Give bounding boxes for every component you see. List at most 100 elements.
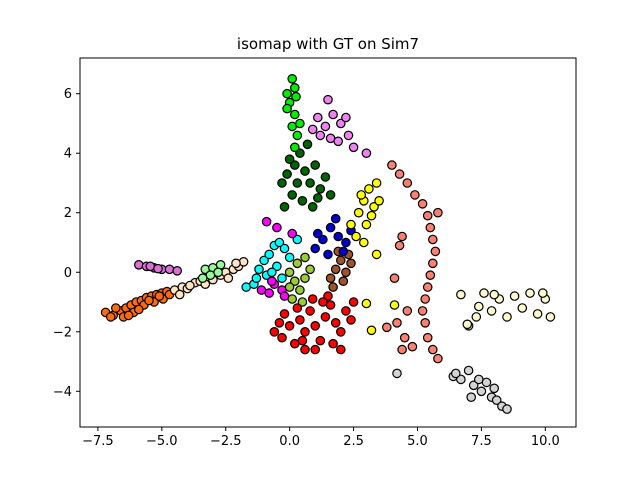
data-point bbox=[315, 335, 326, 346]
series-7 bbox=[269, 291, 359, 355]
data-point bbox=[325, 190, 336, 200]
data-point bbox=[272, 222, 282, 233]
data-point bbox=[417, 199, 428, 209]
data-point bbox=[420, 317, 430, 328]
data-point bbox=[105, 312, 116, 322]
data-point bbox=[312, 112, 323, 123]
data-point bbox=[213, 267, 223, 278]
data-point bbox=[174, 289, 185, 300]
data-point bbox=[502, 312, 512, 322]
data-point bbox=[307, 294, 318, 304]
data-point bbox=[284, 282, 295, 292]
data-point bbox=[279, 309, 290, 319]
data-point bbox=[279, 243, 290, 254]
data-point bbox=[274, 237, 285, 248]
data-point bbox=[197, 273, 208, 283]
y-axis: −4 −2 0 2 4 6 bbox=[53, 87, 80, 400]
data-point bbox=[315, 130, 326, 141]
data-point bbox=[427, 234, 438, 245]
data-point bbox=[277, 332, 287, 343]
data-point bbox=[264, 249, 274, 260]
data-point bbox=[312, 193, 323, 203]
series-9 bbox=[310, 213, 356, 260]
data-point bbox=[338, 276, 349, 286]
x-tick-label: 2.5 bbox=[343, 434, 364, 449]
x-tick-label: 0.0 bbox=[279, 434, 300, 449]
data-point bbox=[410, 190, 420, 200]
series-16 bbox=[392, 365, 512, 414]
data-point bbox=[251, 273, 262, 283]
y-tick-label: 6 bbox=[64, 87, 72, 102]
data-point bbox=[291, 91, 301, 102]
data-point bbox=[302, 139, 313, 150]
data-point bbox=[292, 303, 303, 313]
data-point bbox=[537, 288, 548, 298]
data-point bbox=[476, 386, 487, 397]
data-point bbox=[402, 306, 413, 316]
data-point bbox=[366, 210, 377, 221]
data-point bbox=[525, 288, 535, 298]
data-point bbox=[287, 294, 297, 304]
data-point bbox=[289, 276, 300, 286]
series-4 bbox=[241, 234, 303, 292]
data-point bbox=[433, 353, 443, 364]
data-point bbox=[532, 309, 543, 319]
data-point bbox=[323, 249, 333, 260]
data-point bbox=[361, 219, 372, 230]
series-14 bbox=[381, 160, 443, 364]
data-point bbox=[486, 306, 497, 316]
x-tick-label: −7.5 bbox=[82, 434, 114, 449]
data-point bbox=[238, 256, 249, 267]
data-point bbox=[320, 312, 331, 322]
data-point bbox=[456, 374, 466, 385]
data-point bbox=[325, 222, 336, 233]
data-point bbox=[422, 282, 433, 292]
data-point bbox=[466, 392, 476, 402]
data-point bbox=[407, 341, 418, 352]
data-point bbox=[325, 273, 336, 283]
data-point bbox=[279, 202, 290, 212]
data-point bbox=[425, 222, 436, 233]
data-point bbox=[456, 289, 466, 300]
data-point bbox=[381, 322, 392, 333]
data-point bbox=[231, 258, 241, 269]
data-point bbox=[282, 103, 292, 114]
data-point bbox=[292, 234, 303, 245]
data-point bbox=[369, 202, 379, 212]
data-point bbox=[392, 317, 402, 328]
data-point bbox=[389, 300, 400, 310]
data-point bbox=[310, 344, 320, 355]
data-point bbox=[297, 196, 308, 206]
data-point bbox=[473, 374, 484, 385]
data-point bbox=[277, 178, 287, 188]
data-point bbox=[371, 178, 382, 188]
data-point bbox=[491, 395, 502, 405]
data-point bbox=[471, 312, 482, 322]
data-point bbox=[348, 142, 359, 153]
data-point bbox=[277, 273, 287, 283]
data-point bbox=[123, 310, 134, 321]
data-point bbox=[489, 383, 499, 394]
data-point bbox=[335, 344, 346, 355]
data-point bbox=[272, 261, 282, 272]
data-point bbox=[295, 148, 305, 158]
data-point bbox=[111, 303, 121, 313]
data-point bbox=[295, 285, 305, 295]
series-2 bbox=[134, 259, 182, 276]
data-point bbox=[254, 264, 264, 275]
data-point bbox=[172, 265, 182, 276]
y-tick-label: −4 bbox=[53, 385, 72, 400]
data-point bbox=[335, 255, 346, 266]
data-point bbox=[356, 190, 366, 200]
data-point bbox=[420, 294, 430, 304]
y-tick-label: 2 bbox=[64, 206, 72, 221]
data-point bbox=[402, 178, 413, 188]
x-axis: −7.5 −5.0 −2.5 0.0 2.5 5.0 7.5 10.0 bbox=[82, 427, 560, 449]
data-point bbox=[473, 301, 484, 312]
data-point bbox=[284, 154, 295, 164]
data-point bbox=[295, 118, 305, 129]
data-point bbox=[341, 306, 351, 316]
data-point bbox=[287, 190, 297, 200]
data-point bbox=[361, 148, 372, 158]
